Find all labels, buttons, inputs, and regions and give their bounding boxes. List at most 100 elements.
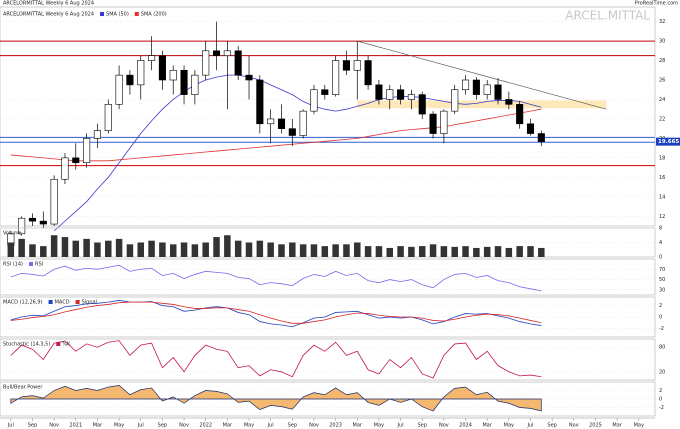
volume-bar bbox=[7, 242, 15, 257]
volume-bar bbox=[94, 242, 101, 257]
x-tick-label: Nov bbox=[49, 423, 59, 429]
volume-bar bbox=[224, 235, 231, 257]
volume-bar bbox=[473, 247, 480, 257]
candle-body bbox=[342, 60, 350, 71]
volume-bar bbox=[397, 246, 404, 257]
panel-frame bbox=[0, 258, 656, 296]
candle-body bbox=[93, 130, 101, 139]
x-tick-label: Mar bbox=[353, 423, 363, 429]
candle-body bbox=[375, 84, 383, 100]
area bbox=[10, 385, 542, 412]
candle-body bbox=[191, 74, 199, 95]
volume-bar bbox=[169, 244, 177, 257]
volume-bar bbox=[50, 235, 58, 257]
volume-bar bbox=[245, 242, 253, 257]
x-tick-label: 2023 bbox=[329, 423, 342, 429]
volume-bar bbox=[191, 244, 199, 257]
volume-bar bbox=[289, 242, 296, 257]
candle-body bbox=[104, 104, 112, 131]
panel-frame bbox=[0, 6, 656, 227]
candle-body bbox=[158, 55, 166, 81]
volume-bar bbox=[451, 246, 458, 257]
candle-body bbox=[137, 60, 145, 86]
candle-body bbox=[516, 104, 524, 125]
y-tick-label: 50 bbox=[659, 277, 665, 283]
candle-body bbox=[321, 89, 329, 95]
x-tick-label: Nov bbox=[179, 423, 189, 429]
candle-body bbox=[39, 220, 47, 225]
volume-bar bbox=[343, 244, 350, 257]
volume-bar bbox=[483, 246, 491, 257]
panel-frame bbox=[0, 338, 656, 381]
y-tick-label: 32 bbox=[659, 19, 665, 25]
volume-bar bbox=[375, 246, 383, 257]
candle-body bbox=[50, 178, 58, 225]
x-tick-label: Jul bbox=[7, 423, 14, 429]
x-tick-label: May bbox=[504, 423, 514, 429]
y-tick-label: 14 bbox=[659, 194, 665, 200]
y-tick-label: 2 bbox=[659, 388, 662, 394]
candle-body bbox=[418, 94, 426, 115]
candle-body bbox=[148, 55, 156, 61]
volume-bar bbox=[148, 240, 155, 257]
source: ProRealTime.com bbox=[635, 1, 678, 7]
candle-body bbox=[223, 50, 231, 56]
y-tick-label: 28 bbox=[659, 58, 665, 64]
volume-bar bbox=[494, 246, 502, 257]
x-tick-label: May bbox=[634, 423, 644, 429]
series-line bbox=[53, 74, 542, 232]
candle-body bbox=[364, 60, 372, 86]
x-tick-label: Sep bbox=[158, 423, 167, 429]
volume-bar bbox=[267, 242, 274, 257]
series-line bbox=[10, 301, 542, 324]
legend-swatch bbox=[100, 12, 105, 16]
candle-body bbox=[126, 74, 134, 86]
y-tick-label: -2 bbox=[659, 326, 664, 332]
series-line bbox=[10, 340, 542, 379]
watermark: ARCEL.MITTAL bbox=[565, 9, 650, 23]
volume-bar bbox=[310, 244, 318, 257]
candle-body bbox=[483, 84, 491, 95]
x-tick-label: Mar bbox=[482, 423, 492, 429]
candle-body bbox=[234, 50, 242, 76]
volume-bar bbox=[332, 244, 339, 257]
y-tick-label: 20 bbox=[659, 369, 665, 375]
volume-bar bbox=[505, 247, 513, 257]
candle-body bbox=[310, 89, 318, 112]
series-line bbox=[10, 108, 542, 162]
candle-body bbox=[267, 118, 275, 125]
y-tick-label: 22 bbox=[659, 116, 665, 122]
panel-title: Stochastic (14,3,5) bbox=[3, 342, 50, 348]
volume-bar bbox=[354, 242, 361, 257]
candle-body bbox=[451, 89, 459, 112]
x-tick-label: Mar bbox=[612, 423, 622, 429]
x-tick-label: Jul bbox=[137, 423, 144, 429]
x-tick-label: May bbox=[114, 423, 124, 429]
panel-title: MACD (12,26,9) bbox=[3, 300, 43, 306]
volume-bar bbox=[440, 246, 448, 257]
legend-swatch bbox=[56, 342, 61, 346]
volume-bar bbox=[29, 244, 36, 257]
volume-bar bbox=[213, 237, 220, 257]
volume-bar bbox=[202, 242, 209, 257]
x-tick-label: Sep bbox=[28, 423, 37, 429]
candle-body bbox=[61, 157, 69, 180]
volume-bar bbox=[364, 246, 372, 257]
y-tick-label: 18 bbox=[659, 155, 665, 161]
y-tick-label: 30 bbox=[659, 39, 665, 45]
candle-body bbox=[288, 128, 296, 136]
y-tick-label: 70 bbox=[659, 267, 665, 273]
volume-bar bbox=[429, 244, 437, 257]
candle-body bbox=[494, 84, 502, 100]
panel-title: ARCELORMITTAL Weekly 6 Aug 2024 bbox=[3, 12, 94, 18]
candle-body bbox=[461, 79, 470, 91]
candle-body bbox=[472, 79, 480, 95]
legend-swatch bbox=[134, 12, 139, 16]
y-tick-label: 0 bbox=[659, 315, 662, 321]
volume-bar bbox=[516, 246, 523, 257]
volume-bar bbox=[159, 242, 166, 257]
legend-label: MACD bbox=[55, 300, 70, 306]
y-tick-label: 24 bbox=[659, 97, 665, 103]
